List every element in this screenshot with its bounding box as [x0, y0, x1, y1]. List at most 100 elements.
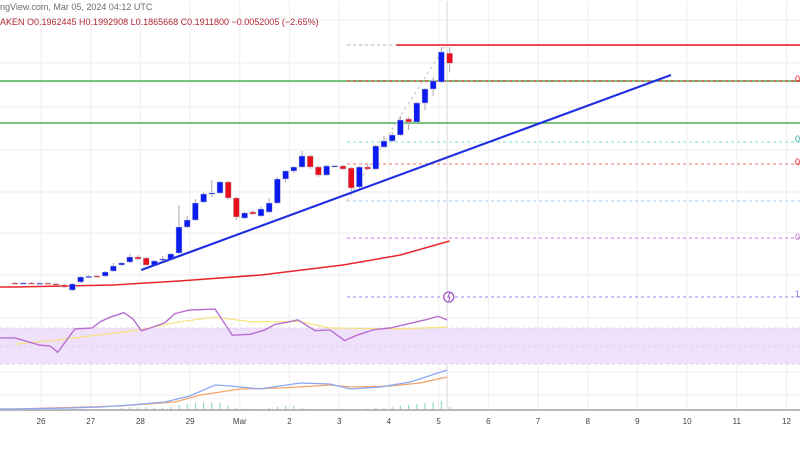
x-tick-label: 27	[86, 417, 95, 426]
candle-body	[397, 119, 404, 136]
candle-body	[331, 165, 339, 168]
candle-body	[421, 88, 429, 104]
x-tick-label: 10	[683, 417, 692, 426]
candle-body	[298, 155, 306, 168]
candle-body	[306, 155, 314, 168]
candle-body	[28, 282, 35, 285]
top-edge	[0, 0, 800, 1]
candle-body	[142, 257, 150, 266]
candle	[413, 102, 421, 123]
candle	[69, 283, 76, 291]
candle-body	[413, 102, 421, 123]
x-tick-label: 7	[536, 417, 541, 426]
candle	[28, 282, 35, 285]
candle-body	[101, 271, 109, 277]
candle-body	[290, 166, 298, 172]
candle	[315, 166, 322, 177]
candle-body	[77, 276, 84, 283]
x-tick-label: 5	[436, 417, 441, 426]
candle-body	[380, 140, 388, 148]
candle	[44, 282, 52, 285]
candle-body	[233, 197, 240, 218]
candle	[224, 181, 232, 200]
candle	[380, 136, 388, 148]
candle-body	[364, 166, 371, 170]
candle	[134, 255, 142, 260]
x-tick-label: 6	[486, 417, 491, 426]
candle	[36, 282, 43, 285]
candle-body	[159, 258, 166, 261]
lightning-icon	[446, 292, 451, 302]
candle	[192, 199, 199, 221]
candle	[257, 207, 265, 217]
candle-body	[200, 193, 207, 203]
candle	[126, 254, 134, 263]
candle-body	[192, 202, 199, 221]
candle-body	[19, 282, 27, 285]
candle	[274, 177, 281, 204]
candle	[356, 166, 363, 190]
candle	[11, 282, 19, 285]
candle	[183, 216, 191, 228]
candle-body	[44, 282, 52, 285]
candle-body	[36, 282, 43, 285]
candle-body	[446, 52, 453, 64]
ohlc-legend: AKEN O0.1962445 H0.1992908 L0.1865668 C0…	[0, 17, 319, 27]
candle-body	[208, 192, 216, 195]
candle-body	[438, 51, 445, 83]
price-axis-label: 0	[795, 157, 800, 167]
candle	[159, 256, 166, 261]
candle	[298, 151, 306, 168]
candle	[372, 145, 380, 170]
candle	[208, 180, 216, 197]
candle	[388, 132, 396, 142]
candle-body	[60, 284, 68, 288]
candle	[397, 116, 404, 136]
candle-body	[388, 134, 396, 142]
candle	[446, 47, 453, 73]
projection-line	[346, 44, 446, 202]
candle	[306, 155, 314, 169]
x-tick-label: 29	[186, 417, 195, 426]
candle-body	[175, 226, 183, 254]
candle	[438, 47, 445, 83]
candle-body	[118, 262, 125, 266]
x-tick-label: 26	[37, 417, 46, 426]
candle-body	[216, 181, 224, 194]
candle	[429, 77, 437, 96]
candle	[339, 165, 347, 170]
candle	[290, 166, 298, 173]
rsi-line	[0, 308, 448, 354]
candle	[323, 165, 330, 176]
price-axis-label: 0	[795, 134, 800, 144]
candle	[405, 117, 412, 130]
candle	[347, 167, 355, 193]
candle-body	[110, 265, 117, 272]
candle-body	[93, 275, 101, 278]
candle-body	[347, 167, 355, 189]
candle	[19, 282, 27, 285]
candle-body	[134, 256, 142, 260]
x-tick-label: 3	[337, 417, 342, 426]
candle	[77, 276, 84, 283]
x-tick-label: 4	[387, 417, 392, 426]
trend-line	[140, 73, 672, 272]
candle	[331, 165, 339, 168]
rsi-ma-line	[14, 316, 448, 345]
candle	[118, 262, 125, 266]
candle-body	[265, 202, 273, 213]
macd-line	[0, 369, 448, 410]
candle-body	[356, 166, 363, 188]
candle-body	[11, 282, 19, 285]
candle	[241, 212, 248, 219]
candle	[93, 275, 101, 278]
candle-body	[323, 165, 330, 176]
candle	[421, 88, 429, 110]
candle	[110, 263, 117, 272]
x-tick-label: 2	[287, 417, 292, 426]
candle-body	[282, 170, 289, 180]
candle-body	[315, 166, 322, 176]
x-tick-label: 11	[733, 417, 742, 426]
